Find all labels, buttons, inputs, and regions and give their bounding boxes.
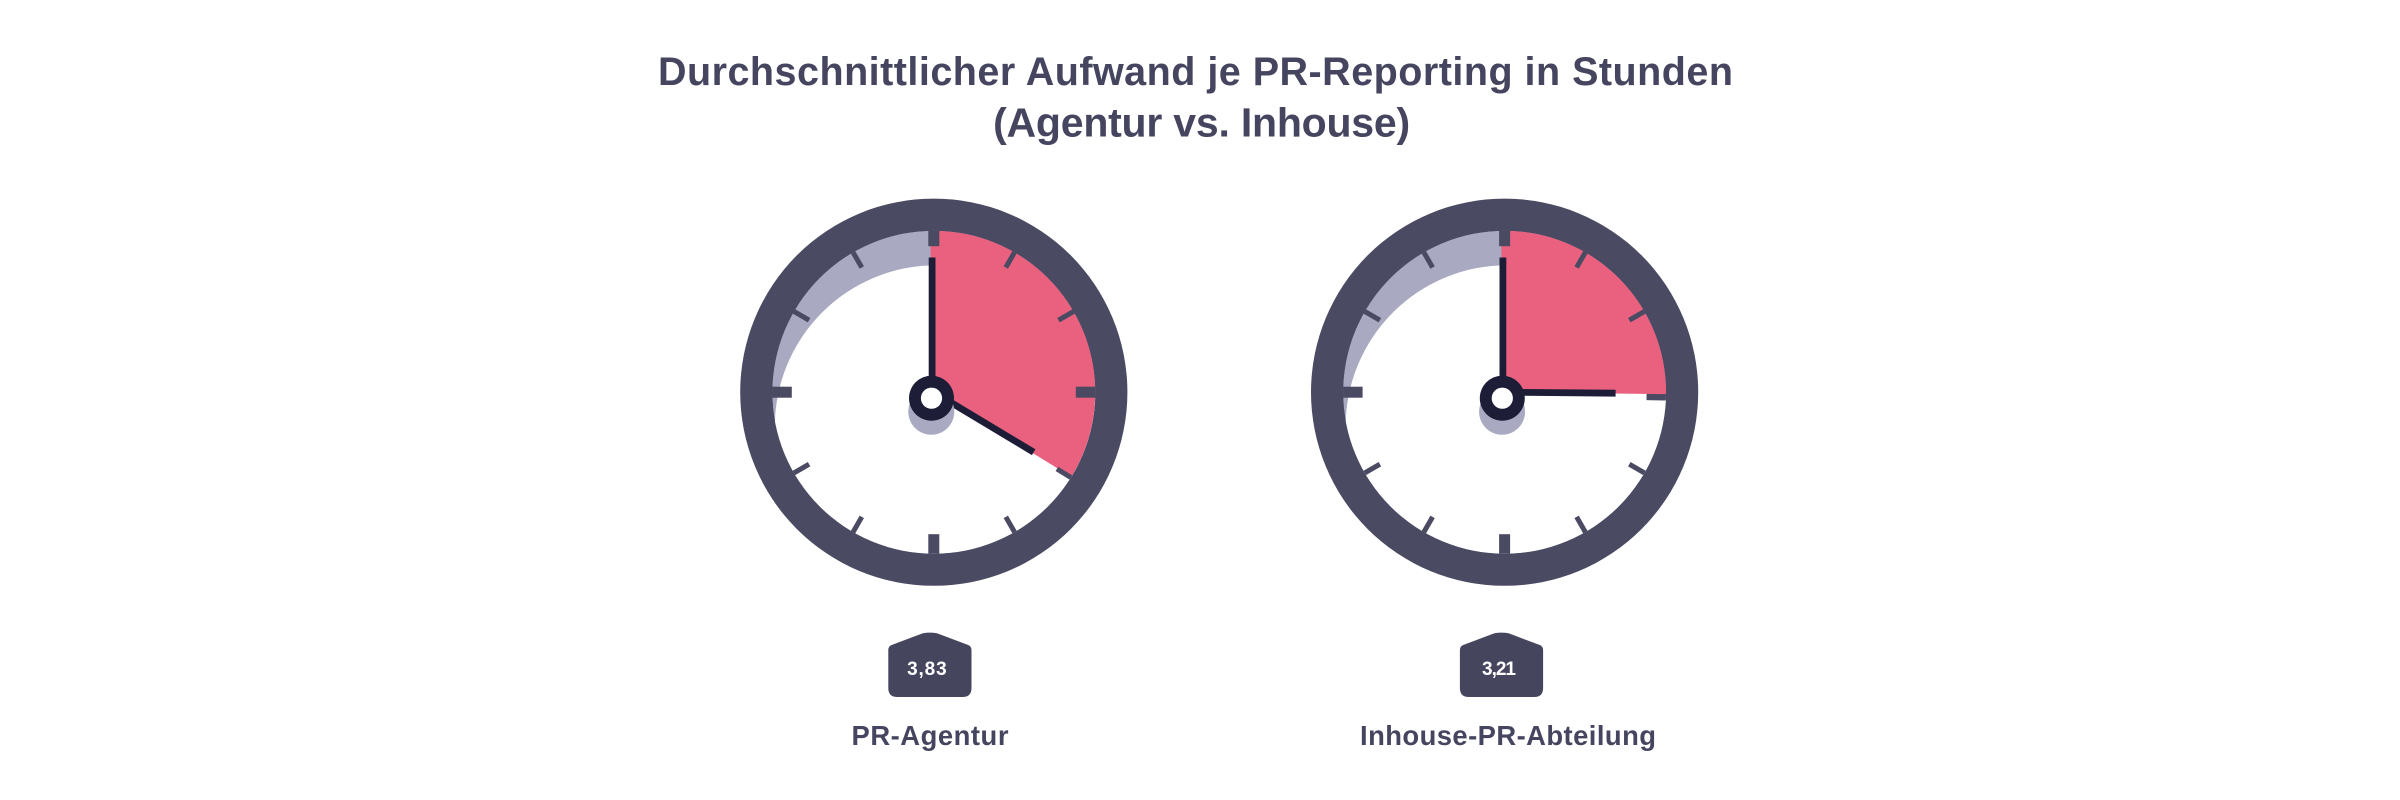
svg-text:Inhouse-PR-Abteilung: Inhouse-PR-Abteilung <box>1360 720 1656 751</box>
svg-text:PR-Agentur: PR-Agentur <box>852 720 1009 751</box>
svg-text:Durchschnittlicher Aufwand je: Durchschnittlicher Aufwand je PR-Reporti… <box>658 50 1733 94</box>
svg-text:3,83: 3,83 <box>907 659 947 680</box>
svg-text:3,21: 3,21 <box>1482 659 1516 680</box>
svg-text:(Agentur vs. Inhouse): (Agentur vs. Inhouse) <box>993 99 1410 145</box>
